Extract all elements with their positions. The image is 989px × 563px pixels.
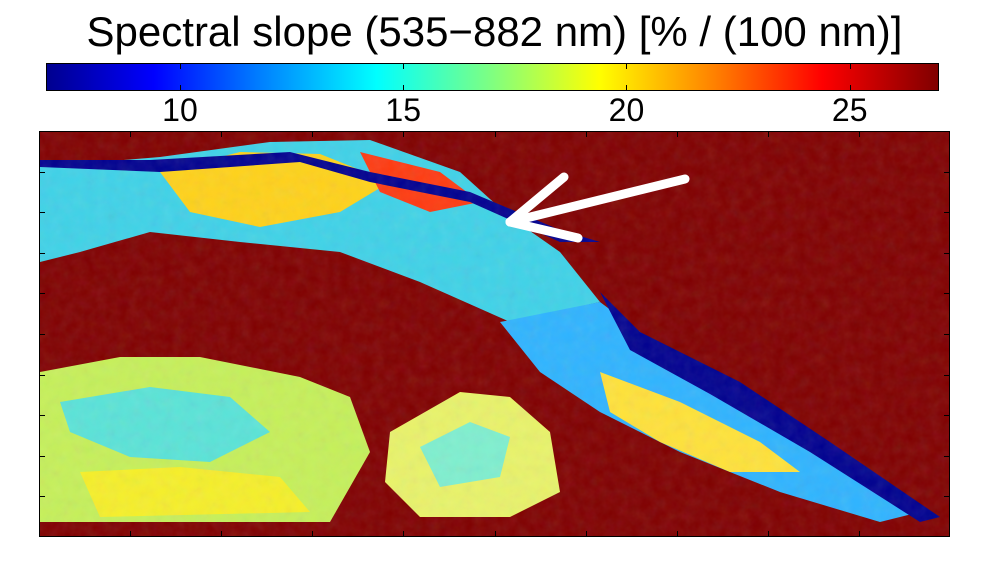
y-axis-tick bbox=[39, 415, 45, 417]
colorbar-tick-label: 20 bbox=[608, 92, 645, 128]
y-axis-tick bbox=[944, 252, 950, 254]
x-axis-tick bbox=[494, 131, 496, 137]
colorbar bbox=[46, 63, 939, 91]
colorbar-tick-mark-top bbox=[403, 63, 405, 69]
colorbar-tick-mark bbox=[179, 85, 181, 91]
y-axis-tick bbox=[39, 212, 45, 214]
y-axis-tick bbox=[944, 415, 950, 417]
y-axis-tick bbox=[39, 293, 45, 295]
x-axis-tick bbox=[767, 131, 769, 137]
y-axis-tick bbox=[39, 334, 45, 335]
x-axis-tick bbox=[494, 531, 496, 537]
x-axis-tick bbox=[403, 531, 405, 537]
colorbar-tick-mark bbox=[626, 85, 628, 91]
colorbar-tick-mark-top bbox=[626, 63, 628, 69]
x-axis-tick bbox=[676, 131, 678, 137]
spectral-slope-map bbox=[40, 132, 949, 536]
y-axis-tick bbox=[39, 496, 45, 498]
colorbar-tick-mark-top bbox=[849, 63, 851, 69]
x-axis-tick bbox=[858, 131, 860, 137]
colorbar-tick-label: 25 bbox=[831, 92, 868, 128]
arrow-shaft bbox=[505, 174, 690, 227]
colorbar-tick-mark-top bbox=[179, 63, 181, 69]
x-axis-tick bbox=[130, 531, 132, 537]
colorbar-tick-label: 15 bbox=[385, 92, 421, 128]
x-axis-tick bbox=[676, 531, 678, 537]
x-axis-tick bbox=[221, 131, 223, 137]
x-axis-tick bbox=[858, 531, 860, 537]
y-axis-tick bbox=[944, 171, 950, 173]
x-axis-tick bbox=[312, 531, 314, 537]
x-axis-tick bbox=[312, 131, 314, 137]
annotation-arrow bbox=[505, 172, 690, 243]
x-axis-tick bbox=[767, 531, 769, 537]
y-axis-tick bbox=[39, 455, 45, 457]
y-axis-tick bbox=[944, 496, 950, 498]
y-axis-tick bbox=[944, 293, 950, 295]
colorbar-tick-mark bbox=[403, 85, 405, 91]
colorbar-tick-label: 10 bbox=[162, 92, 198, 128]
y-axis-tick bbox=[39, 374, 45, 376]
colorbar-tick-mark bbox=[849, 85, 851, 91]
y-axis-tick bbox=[39, 252, 45, 254]
x-axis-tick bbox=[130, 131, 132, 137]
x-axis-tick bbox=[221, 531, 223, 537]
arrow-head-lower bbox=[505, 217, 583, 243]
x-axis-tick bbox=[403, 131, 405, 137]
x-axis-tick bbox=[585, 531, 587, 537]
arrow-head-upper bbox=[505, 172, 569, 227]
y-axis-tick bbox=[944, 455, 950, 457]
speckle-texture bbox=[40, 132, 949, 536]
x-axis-tick bbox=[585, 131, 587, 137]
y-axis-tick bbox=[944, 374, 950, 376]
y-axis-tick bbox=[944, 334, 950, 335]
chart-title: Spectral slope (535−882 nm) [% / (100 nm… bbox=[86, 8, 903, 55]
y-axis-tick bbox=[944, 212, 950, 214]
y-axis-tick bbox=[39, 171, 45, 173]
